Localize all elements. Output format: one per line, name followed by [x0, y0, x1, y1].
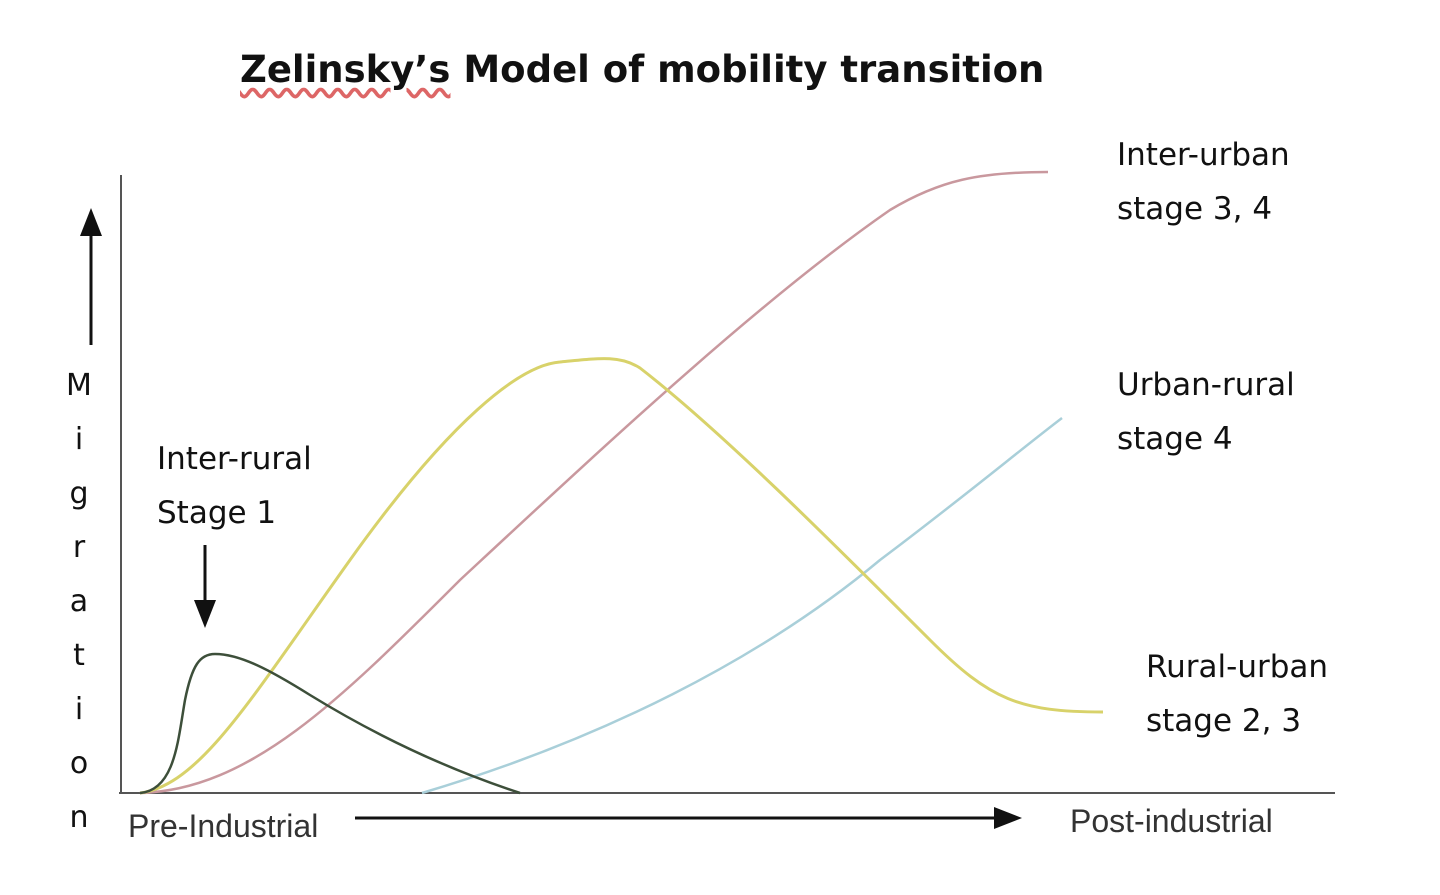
inter-rural-label-line1: Inter-rural — [157, 441, 312, 477]
inter-urban-label: Inter-urban stage 3, 4 — [1117, 128, 1290, 236]
x-direction-arrow-head — [994, 807, 1022, 829]
urban-rural-label: Urban-rural stage 4 — [1117, 358, 1295, 466]
urban-rural-curve — [421, 417, 1063, 795]
stage1-pointer-head — [194, 600, 216, 628]
title-rest: Model of mobility transition — [450, 48, 1045, 91]
rural-urban-label: Rural-urban stage 2, 3 — [1146, 640, 1328, 748]
title-name: Zelinsky’s — [240, 48, 451, 91]
y-axis-label-letter: g — [69, 476, 89, 511]
inter-urban-curve — [139, 170, 1049, 795]
rural-urban-label-line2: stage 2, 3 — [1146, 703, 1302, 739]
rural-urban-label-line1: Rural-urban — [1146, 649, 1329, 685]
inter-rural-label: Inter-rural Stage 1 — [157, 432, 312, 540]
rural-urban-curve — [139, 357, 1104, 795]
y-direction-arrow-head — [80, 208, 102, 236]
y-axis-label-letter: a — [69, 584, 89, 619]
y-axis-label-letter: t — [73, 638, 85, 673]
inter-rural-label-line2: Stage 1 — [157, 495, 277, 531]
y-axis-label-letter: i — [74, 692, 84, 727]
x-axis-end-label: Post-industrial — [1070, 803, 1273, 839]
inter-urban-label-line1: Inter-urban — [1117, 137, 1290, 173]
y-axis-label-letter: o — [69, 746, 89, 781]
y-axis-label-letter: n — [69, 800, 89, 835]
y-axis-label-letter: M — [66, 368, 92, 403]
y-axis-label-letter: i — [74, 422, 84, 457]
y-axis-label-letter: r — [72, 530, 86, 565]
inter-urban-label-line2: stage 3, 4 — [1117, 191, 1273, 227]
inter-rural-curve — [139, 652, 521, 795]
diagram-title: Zelinsky’s Model of mobility transition — [240, 48, 1044, 91]
x-axis-start-label: Pre-Industrial — [128, 808, 319, 844]
urban-rural-label-line2: stage 4 — [1117, 421, 1233, 457]
urban-rural-label-line1: Urban-rural — [1117, 367, 1295, 403]
